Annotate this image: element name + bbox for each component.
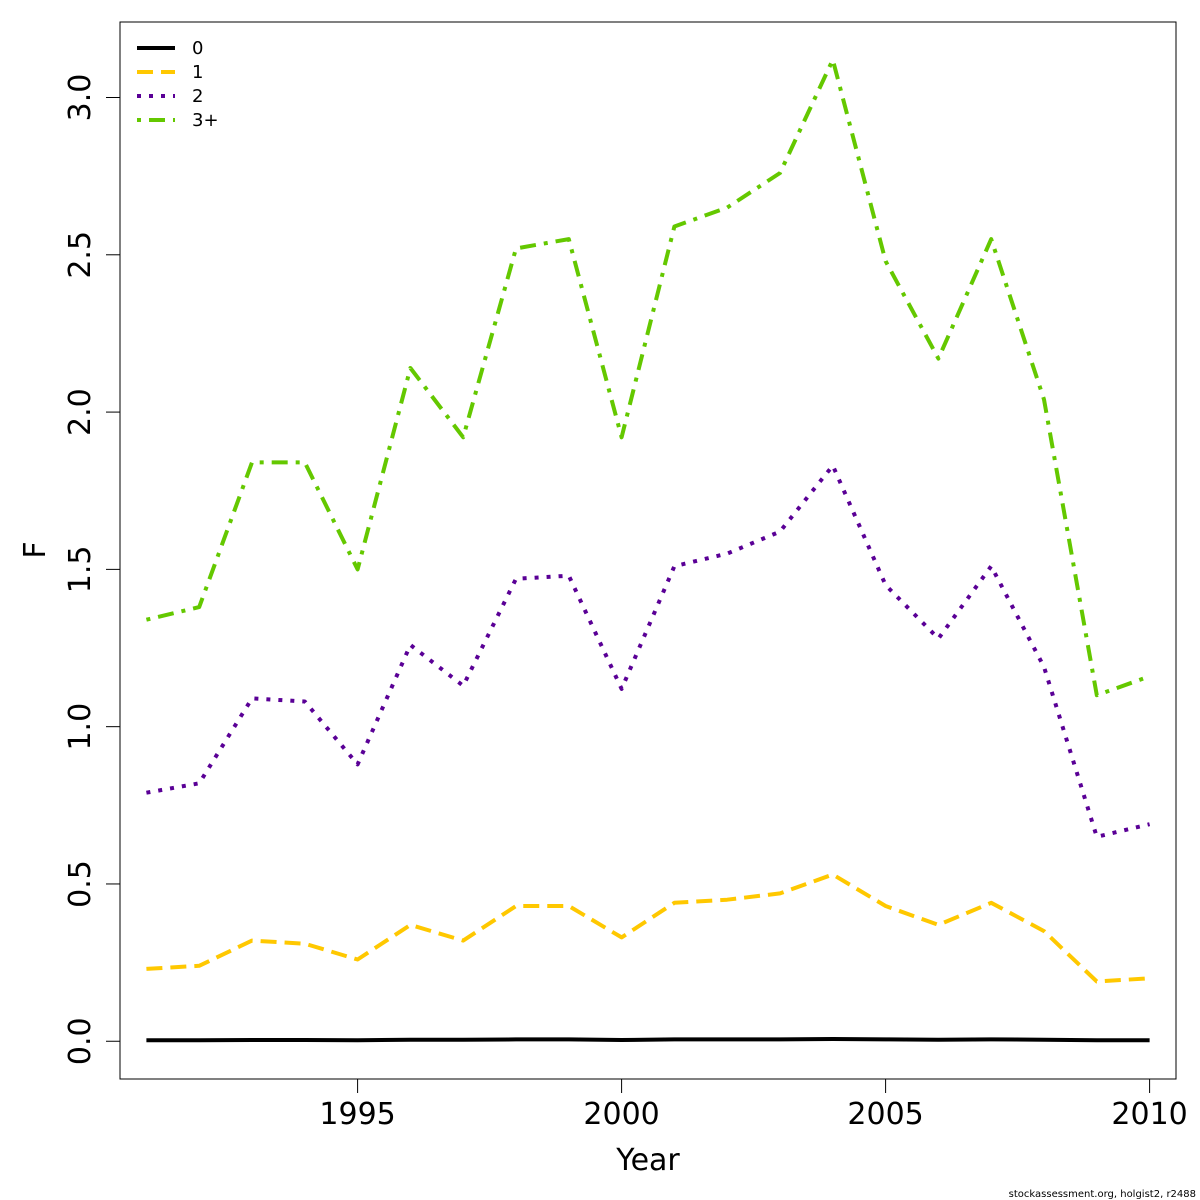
y-tick-label: 3.0 [63,74,98,122]
x-tick-label: 2005 [847,1097,923,1132]
series-line-0 [146,1037,1150,1043]
credit-text: stockassessment.org, holgist2, r2488 [1009,1189,1196,1200]
x-tick-label: 1995 [319,1097,395,1132]
x-axis: 1995 2000 2005 2010 [319,1079,1188,1132]
series-line-3 [145,57,1151,698]
y-tick-label: 0.0 [63,1017,98,1065]
series-lines [145,57,1151,1043]
legend-label: 1 [192,62,203,83]
y-tick-label: 1.0 [63,703,98,751]
series-line-1 [146,872,1150,984]
legend-label: 0 [192,38,203,59]
plot-frame [119,21,1177,1080]
y-tick-label: 1.5 [63,546,98,594]
x-axis-title: Year [615,1143,680,1178]
x-tick-label: 2000 [583,1097,659,1132]
legend: 0 1 2 3+ [137,38,219,131]
y-tick-label: 2.0 [63,388,98,436]
y-axis: 0.0 0.5 1.0 1.5 2.0 2.5 3.0 [63,74,120,1065]
series-line-2 [146,463,1151,839]
y-axis-title: F [18,541,53,558]
y-tick-label: 2.5 [63,231,98,279]
legend-label: 3+ [192,110,219,131]
legend-label: 2 [192,86,203,107]
x-tick-label: 2010 [1111,1097,1187,1132]
y-tick-label: 0.5 [63,860,98,908]
